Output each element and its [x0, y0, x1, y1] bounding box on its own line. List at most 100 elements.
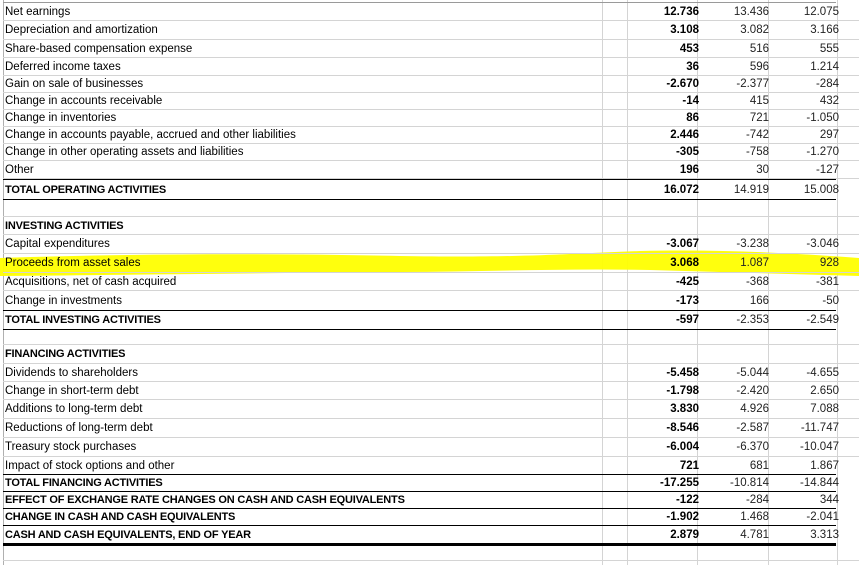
value-col1: 12.736: [663, 5, 699, 18]
table-row-highlighted[interactable]: Proceeds from asset sales 3.068 1.087 92…: [3, 254, 859, 273]
value-col3: -3.046: [806, 238, 839, 250]
table-row[interactable]: Reductions of long-term debt -8.546 -2.5…: [3, 419, 859, 438]
value-col2: -3.238: [736, 238, 769, 250]
exchange-rate-effect-row[interactable]: EFFECT OF EXCHANGE RATE CHANGES ON CASH …: [3, 492, 859, 508]
table-row[interactable]: Change in short-term debt -1.798 -2.420 …: [3, 382, 859, 400]
total-border: [3, 474, 836, 475]
row-label: Deferred income taxes: [5, 60, 121, 73]
table-row[interactable]: Change in other operating assets and lia…: [3, 144, 859, 161]
table-row[interactable]: Share-based compensation expense 453 516…: [3, 40, 859, 58]
value-col1: 36: [686, 60, 699, 73]
value-col3: 344: [819, 494, 839, 506]
value-col1: 3.068: [670, 257, 699, 269]
value-col2: 13.436: [733, 5, 769, 18]
table-row[interactable]: Capital expenditures -3.067 -3.238 -3.04…: [3, 235, 859, 254]
table-row[interactable]: Gain on sale of businesses -2.670 -2.377…: [3, 76, 859, 93]
value-col2: -2.353: [736, 314, 769, 326]
value-col1: 196: [679, 163, 699, 176]
table-row[interactable]: Change in accounts receivable -14 415 43…: [3, 93, 859, 110]
value-col3: -284: [815, 78, 839, 90]
section-header: FINANCING ACTIVITIES: [5, 348, 126, 360]
row-label: Net earnings: [5, 5, 71, 18]
value-col2: -5.044: [736, 366, 769, 379]
row-label: Gain on sale of businesses: [5, 78, 144, 90]
section-header: INVESTING ACTIVITIES: [5, 219, 124, 232]
table-row[interactable]: Other 196 30 -127: [3, 161, 859, 179]
value-col1: 3.108: [670, 24, 699, 36]
row-label: Capital expenditures: [5, 238, 110, 250]
value-col3: -10.047: [799, 441, 839, 453]
table-row[interactable]: Additions to long-term debt 3.830 4.926 …: [3, 400, 859, 419]
table-row[interactable]: Change in accounts payable, accrued and …: [3, 127, 859, 144]
table-row[interactable]: Treasury stock purchases -6.004 -6.370 -…: [3, 438, 859, 457]
table-row[interactable]: Change in investments -173 166 -50: [3, 291, 859, 310]
value-col3: -11.747: [800, 422, 839, 434]
value-col2: 516: [749, 42, 769, 55]
total-operating-row[interactable]: TOTAL OPERATING ACTIVITIES 16.072 14.919…: [3, 180, 859, 199]
value-col3: -2.041: [806, 511, 839, 523]
double-bottom-border: [3, 543, 836, 546]
value-col1: 3.830: [670, 403, 699, 415]
value-col2: 4.781: [740, 528, 769, 541]
value-col2: -2.377: [736, 78, 769, 90]
empty-row[interactable]: [3, 330, 859, 345]
value-col1: -3.067: [666, 238, 699, 250]
table-row[interactable]: Net earnings 12.736 13.436 12.075: [3, 3, 859, 21]
column-gridline: [837, 0, 838, 565]
column-gridline: [627, 0, 628, 565]
value-col2: 14.919: [733, 183, 769, 196]
value-col2: 681: [749, 459, 769, 472]
row-label: TOTAL OPERATING ACTIVITIES: [5, 183, 167, 196]
empty-row[interactable]: [3, 546, 859, 561]
value-col3: -50: [822, 294, 839, 307]
row-label: Additions to long-term debt: [5, 403, 143, 415]
section-header-row[interactable]: INVESTING ACTIVITIES: [3, 217, 859, 235]
total-border: [3, 491, 836, 492]
row-label: Share-based compensation expense: [5, 42, 193, 55]
value-col3: 928: [819, 257, 839, 269]
value-col1: -1.902: [666, 511, 699, 523]
column-gridline: [697, 0, 698, 565]
table-row[interactable]: Deferred income taxes 36 596 1.214: [3, 58, 859, 76]
row-label: Change in accounts payable, accrued and …: [5, 129, 296, 141]
value-col3: 12.075: [803, 5, 839, 18]
value-col3: 1.214: [810, 60, 839, 73]
table-row[interactable]: Depreciation and amortization 3.108 3.08…: [3, 21, 859, 40]
value-col1: -6.004: [666, 441, 699, 453]
value-col1: -597: [675, 314, 699, 326]
total-investing-row[interactable]: TOTAL INVESTING ACTIVITIES -597 -2.353 -…: [3, 311, 859, 329]
change-in-cash-row[interactable]: CHANGE IN CASH AND CASH EQUIVALENTS -1.9…: [3, 509, 859, 525]
value-col3: -1.270: [806, 146, 839, 158]
value-col2: 596: [749, 60, 769, 73]
value-col2: 415: [749, 95, 769, 107]
row-label: CHANGE IN CASH AND CASH EQUIVALENTS: [5, 511, 236, 523]
value-col1: -305: [675, 146, 699, 158]
value-col2: -368: [745, 275, 769, 288]
table-row[interactable]: Impact of stock options and other 721 68…: [3, 457, 859, 474]
value-col3: 555: [819, 42, 839, 55]
total-border: [3, 179, 836, 180]
total-border: [3, 508, 836, 509]
row-label: Change in short-term debt: [5, 384, 139, 397]
value-col3: -4.655: [806, 366, 839, 379]
row-label: EFFECT OF EXCHANGE RATE CHANGES ON CASH …: [5, 494, 405, 506]
column-gridline: [768, 0, 769, 565]
table-row[interactable]: Change in inventories 86 721 -1.050: [3, 110, 859, 127]
row-label: Change in inventories: [5, 112, 117, 124]
value-col2: 4.926: [740, 403, 769, 415]
row-label: Proceeds from asset sales: [5, 257, 141, 269]
cash-end-of-year-row[interactable]: CASH AND CASH EQUIVALENTS, END OF YEAR 2…: [3, 526, 859, 543]
value-col3: 297: [819, 129, 839, 141]
value-col1: -2.670: [666, 78, 699, 90]
row-label: Change in investments: [5, 294, 122, 307]
empty-row[interactable]: [3, 200, 859, 217]
table-row[interactable]: Acquisitions, net of cash acquired -425 …: [3, 273, 859, 291]
total-financing-row[interactable]: TOTAL FINANCING ACTIVITIES -17.255 -10.8…: [3, 475, 859, 491]
table-row[interactable]: Dividends to shareholders -5.458 -5.044 …: [3, 364, 859, 382]
value-col3: -381: [815, 275, 839, 288]
section-header-row[interactable]: FINANCING ACTIVITIES: [3, 345, 859, 364]
row-label: Other: [5, 163, 34, 176]
row-label: TOTAL FINANCING ACTIVITIES: [5, 477, 163, 489]
row-label: Change in other operating assets and lia…: [5, 146, 244, 158]
